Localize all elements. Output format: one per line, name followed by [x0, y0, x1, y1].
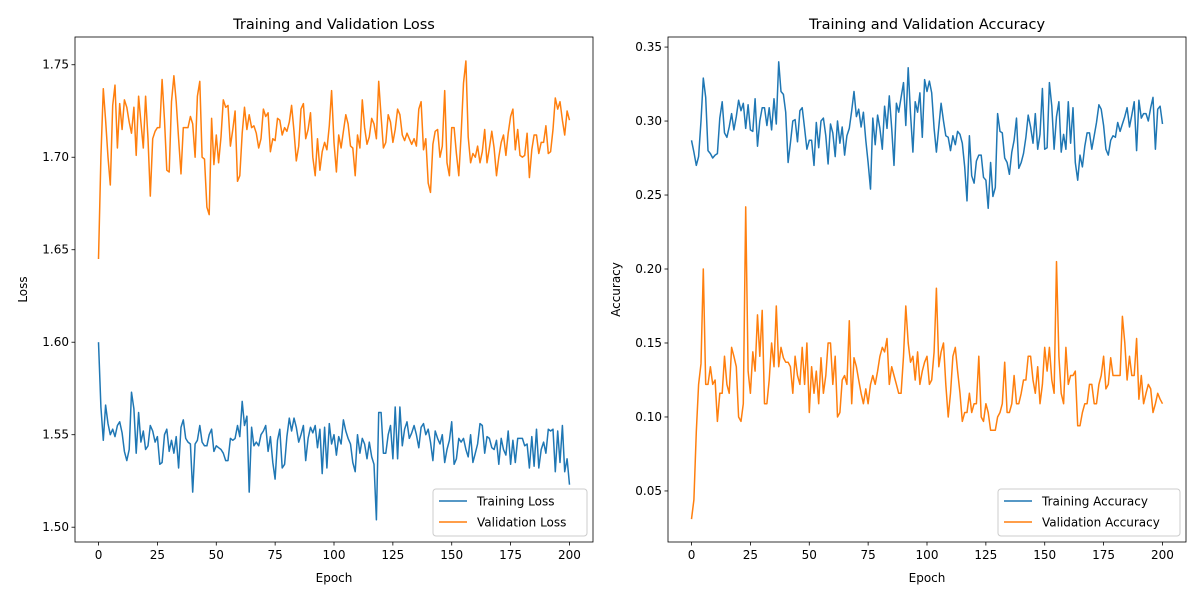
x-tick-label: 150 [1033, 548, 1056, 562]
legend-label: Training Accuracy [1041, 495, 1148, 509]
axes-frame [667, 36, 1187, 543]
subplot-1: 0 25 50 75 100 125 150 175 200 0.05 0.10 0.15 0.20 0.… [609, 17, 1187, 585]
x-tick-label: 125 [381, 548, 404, 562]
x-tick-label: 50 [209, 548, 224, 562]
series-line-training-loss [97, 342, 571, 521]
x-tick-label: 125 [974, 548, 997, 562]
x-axis-label: Epoch [316, 571, 353, 585]
y-tick-label: 0.30 [635, 114, 662, 128]
series-line-validation-loss [97, 60, 571, 260]
y-axis-label: Accuracy [609, 262, 623, 317]
axes-frame [74, 36, 594, 543]
subplot-0: 0 25 50 75 100 125 150 175 200 1.50 1.55 1.60 1.65 1.… [16, 17, 594, 585]
x-tick-label: 0 [95, 548, 103, 562]
x-tick-label: 25 [150, 548, 165, 562]
x-tick-label: 175 [499, 548, 522, 562]
x-tick-label: 100 [916, 548, 939, 562]
y-tick-label: 0.05 [635, 484, 662, 498]
chart-title: Training and Validation Accuracy [808, 17, 1046, 33]
chart-title: Training and Validation Loss [232, 17, 435, 33]
x-tick-label: 75 [267, 548, 282, 562]
x-tick-label: 50 [802, 548, 817, 562]
x-tick-label: 150 [440, 548, 463, 562]
legend: Training Accuracy Validation Accuracy [997, 488, 1181, 537]
legend-label: Training Loss [476, 495, 554, 509]
x-tick-label: 25 [743, 548, 758, 562]
y-tick-label: 0.20 [635, 262, 662, 276]
y-tick-label: 1.60 [42, 335, 69, 349]
y-tick-label: 1.75 [42, 58, 69, 72]
series-line-validation-accuracy [690, 206, 1164, 520]
y-axis-label: Loss [16, 276, 30, 302]
x-tick-label: 0 [688, 548, 696, 562]
legend-box [432, 488, 588, 537]
legend-box [997, 488, 1181, 537]
y-tick-label: 0.25 [635, 188, 662, 202]
series-line-training-accuracy [690, 61, 1164, 210]
legend: Training Loss Validation Loss [432, 488, 588, 537]
x-tick-label: 200 [558, 548, 581, 562]
y-tick-label: 1.50 [42, 520, 69, 534]
x-tick-label: 200 [1151, 548, 1174, 562]
y-tick-label: 0.15 [635, 336, 662, 350]
legend-label: Validation Accuracy [1042, 516, 1160, 530]
y-tick-label: 0.10 [635, 410, 662, 424]
y-tick-label: 0.35 [635, 40, 662, 54]
x-tick-label: 175 [1092, 548, 1115, 562]
y-tick-label: 1.70 [42, 150, 69, 164]
y-tick-label: 1.65 [42, 243, 69, 257]
x-axis-label: Epoch [909, 571, 946, 585]
x-tick-label: 75 [860, 548, 875, 562]
x-tick-label: 100 [323, 548, 346, 562]
legend-label: Validation Loss [477, 516, 566, 530]
y-tick-label: 1.55 [42, 428, 69, 442]
